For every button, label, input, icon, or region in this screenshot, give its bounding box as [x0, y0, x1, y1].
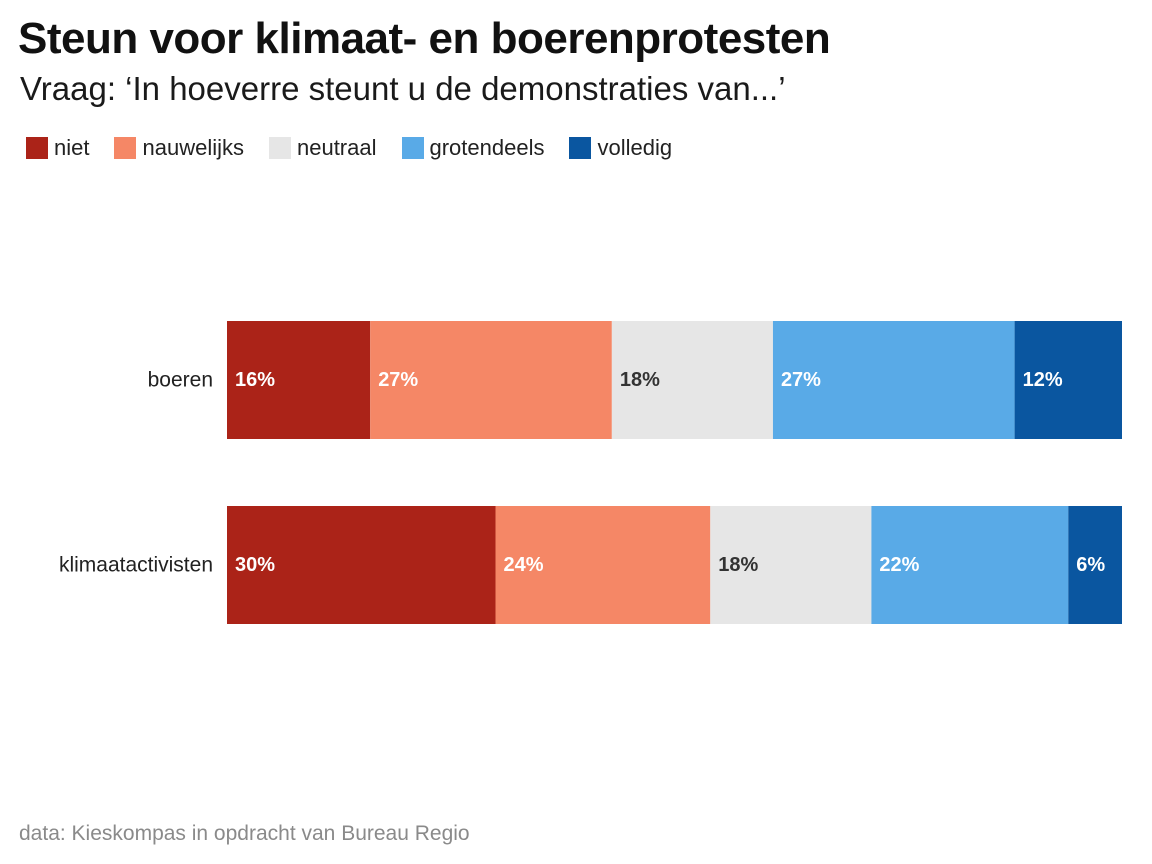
data-label-boeren-niet: 16%: [235, 369, 275, 391]
chart-source: data: Kieskompas in opdracht van Bureau …: [19, 822, 470, 845]
data-label-boeren-nauwelijks: 27%: [378, 369, 418, 391]
category-label-klimaatactivisten: klimaatactivisten: [59, 554, 213, 577]
bar-segment-klimaatactivisten-neutraal: [710, 506, 872, 624]
data-label-klimaatactivisten-volledig: 6%: [1076, 554, 1105, 576]
data-label-boeren-grotendeels: 27%: [781, 369, 821, 391]
bar-segment-boeren-grotendeels: [772, 321, 1015, 439]
bar-segment-boeren-nauwelijks: [370, 321, 612, 439]
data-label-klimaatactivisten-grotendeels: 22%: [879, 554, 919, 576]
legend-label: nauwelijks: [142, 135, 244, 160]
legend-item-volledig: volledig: [569, 135, 672, 161]
chart-subtitle: Vraag: ‘In hoeverre steunt u de demonstr…: [20, 70, 786, 107]
chart-legend: niet nauwelijks neutraal grotendeels volledi…: [26, 135, 697, 161]
data-label-boeren-volledig: 12%: [1023, 369, 1063, 391]
bar-segment-boeren-niet: [227, 321, 371, 439]
legend-label: volledig: [597, 135, 673, 160]
bar-segment-klimaatactivisten-niet: [227, 506, 496, 624]
legend-swatch: [114, 137, 137, 159]
legend-swatch: [26, 137, 48, 159]
legend-item-nauwelijks: nauwelijks: [114, 135, 244, 161]
legend-label: neutraal: [296, 135, 377, 160]
data-label-klimaatactivisten-neutraal: 18%: [718, 554, 758, 576]
bar-segment-klimaatactivisten-nauwelijks: [495, 506, 711, 624]
data-label-klimaatactivisten-niet: 30%: [235, 554, 275, 576]
legend-label: grotendeels: [429, 135, 545, 160]
bar-segment-boeren-neutraal: [611, 321, 773, 439]
legend-item-grotendeels: grotendeels: [401, 135, 545, 161]
bar-segment-klimaatactivisten-volledig: [1068, 506, 1122, 624]
data-label-boeren-neutraal: 18%: [620, 369, 660, 391]
legend-item-niet: niet: [26, 135, 89, 161]
data-label-klimaatactivisten-nauwelijks: 24%: [504, 554, 544, 576]
bar-segment-boeren-volledig: [1014, 321, 1122, 439]
legend-label: niet: [54, 135, 90, 160]
legend-swatch: [569, 137, 592, 159]
legend-swatch: [401, 137, 424, 159]
category-label-boeren: boeren: [148, 369, 213, 392]
legend-item-neutraal: neutraal: [268, 135, 377, 161]
chart-title: Steun voor klimaat- en boerenprotesten: [18, 14, 831, 63]
legend-swatch: [268, 137, 291, 159]
bar-segment-klimaatactivisten-grotendeels: [871, 506, 1069, 624]
